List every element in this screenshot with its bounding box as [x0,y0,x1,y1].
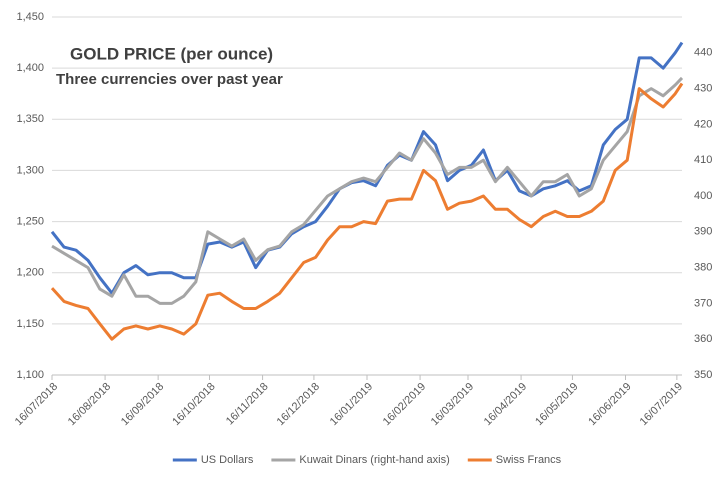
y-tick-label: 1,400 [16,62,44,74]
y-tick-label: 1,250 [16,215,44,227]
y-tick-label: 1,150 [16,318,44,330]
y2-tick-label: 410 [694,154,712,166]
x-tick-label: 16/01/2019 [328,381,375,428]
x-tick-label: 16/11/2018 [224,381,271,428]
x-tick-label: 16/04/2019 [482,381,529,428]
legend-label: Swiss Francs [496,454,562,466]
y2-tick-label: 400 [694,190,712,202]
x-tick-label: 16/07/2019 [638,381,685,428]
x-tick-label: 16/06/2019 [586,381,633,428]
x-tick-label: 16/07/2018 [13,381,60,428]
y2-tick-label: 430 [694,83,712,95]
y2-tick-label: 420 [694,118,712,130]
x-tick-label: 16/12/2018 [275,381,322,428]
chart-subtitle: Three currencies over past year [56,71,283,88]
y2-tick-label: 350 [694,369,712,381]
y2-tick-label: 390 [694,226,712,238]
x-tick-label: 16/02/2019 [381,381,428,428]
series-line [50,41,684,295]
y-tick-label: 1,200 [16,267,44,279]
x-tick-label: 16/05/2019 [533,381,580,428]
legend-label: US Dollars [201,454,254,466]
y2-tick-label: 380 [694,262,712,274]
y2-tick-label: 370 [694,297,712,309]
legend-label: Kuwait Dinars (right-hand axis) [299,454,449,466]
x-tick-label: 16/08/2018 [66,381,113,428]
y2-tick-label: 440 [694,47,712,59]
y-tick-label: 1,100 [16,369,44,381]
x-tick-label: 16/09/2018 [119,381,166,428]
y2-tick-label: 360 [694,333,712,345]
chart-title: GOLD PRICE (per ounce) [70,44,273,63]
y-tick-label: 1,350 [16,113,44,125]
x-tick-label: 16/03/2019 [429,381,476,428]
x-tick-label: 16/10/2018 [170,381,217,428]
y-tick-label: 1,300 [16,164,44,176]
legend: US Dollars Kuwait Dinars (right-hand axis… [172,454,562,466]
series-line [51,76,684,305]
series-line [50,82,684,341]
y-tick-label: 1,450 [16,11,44,23]
